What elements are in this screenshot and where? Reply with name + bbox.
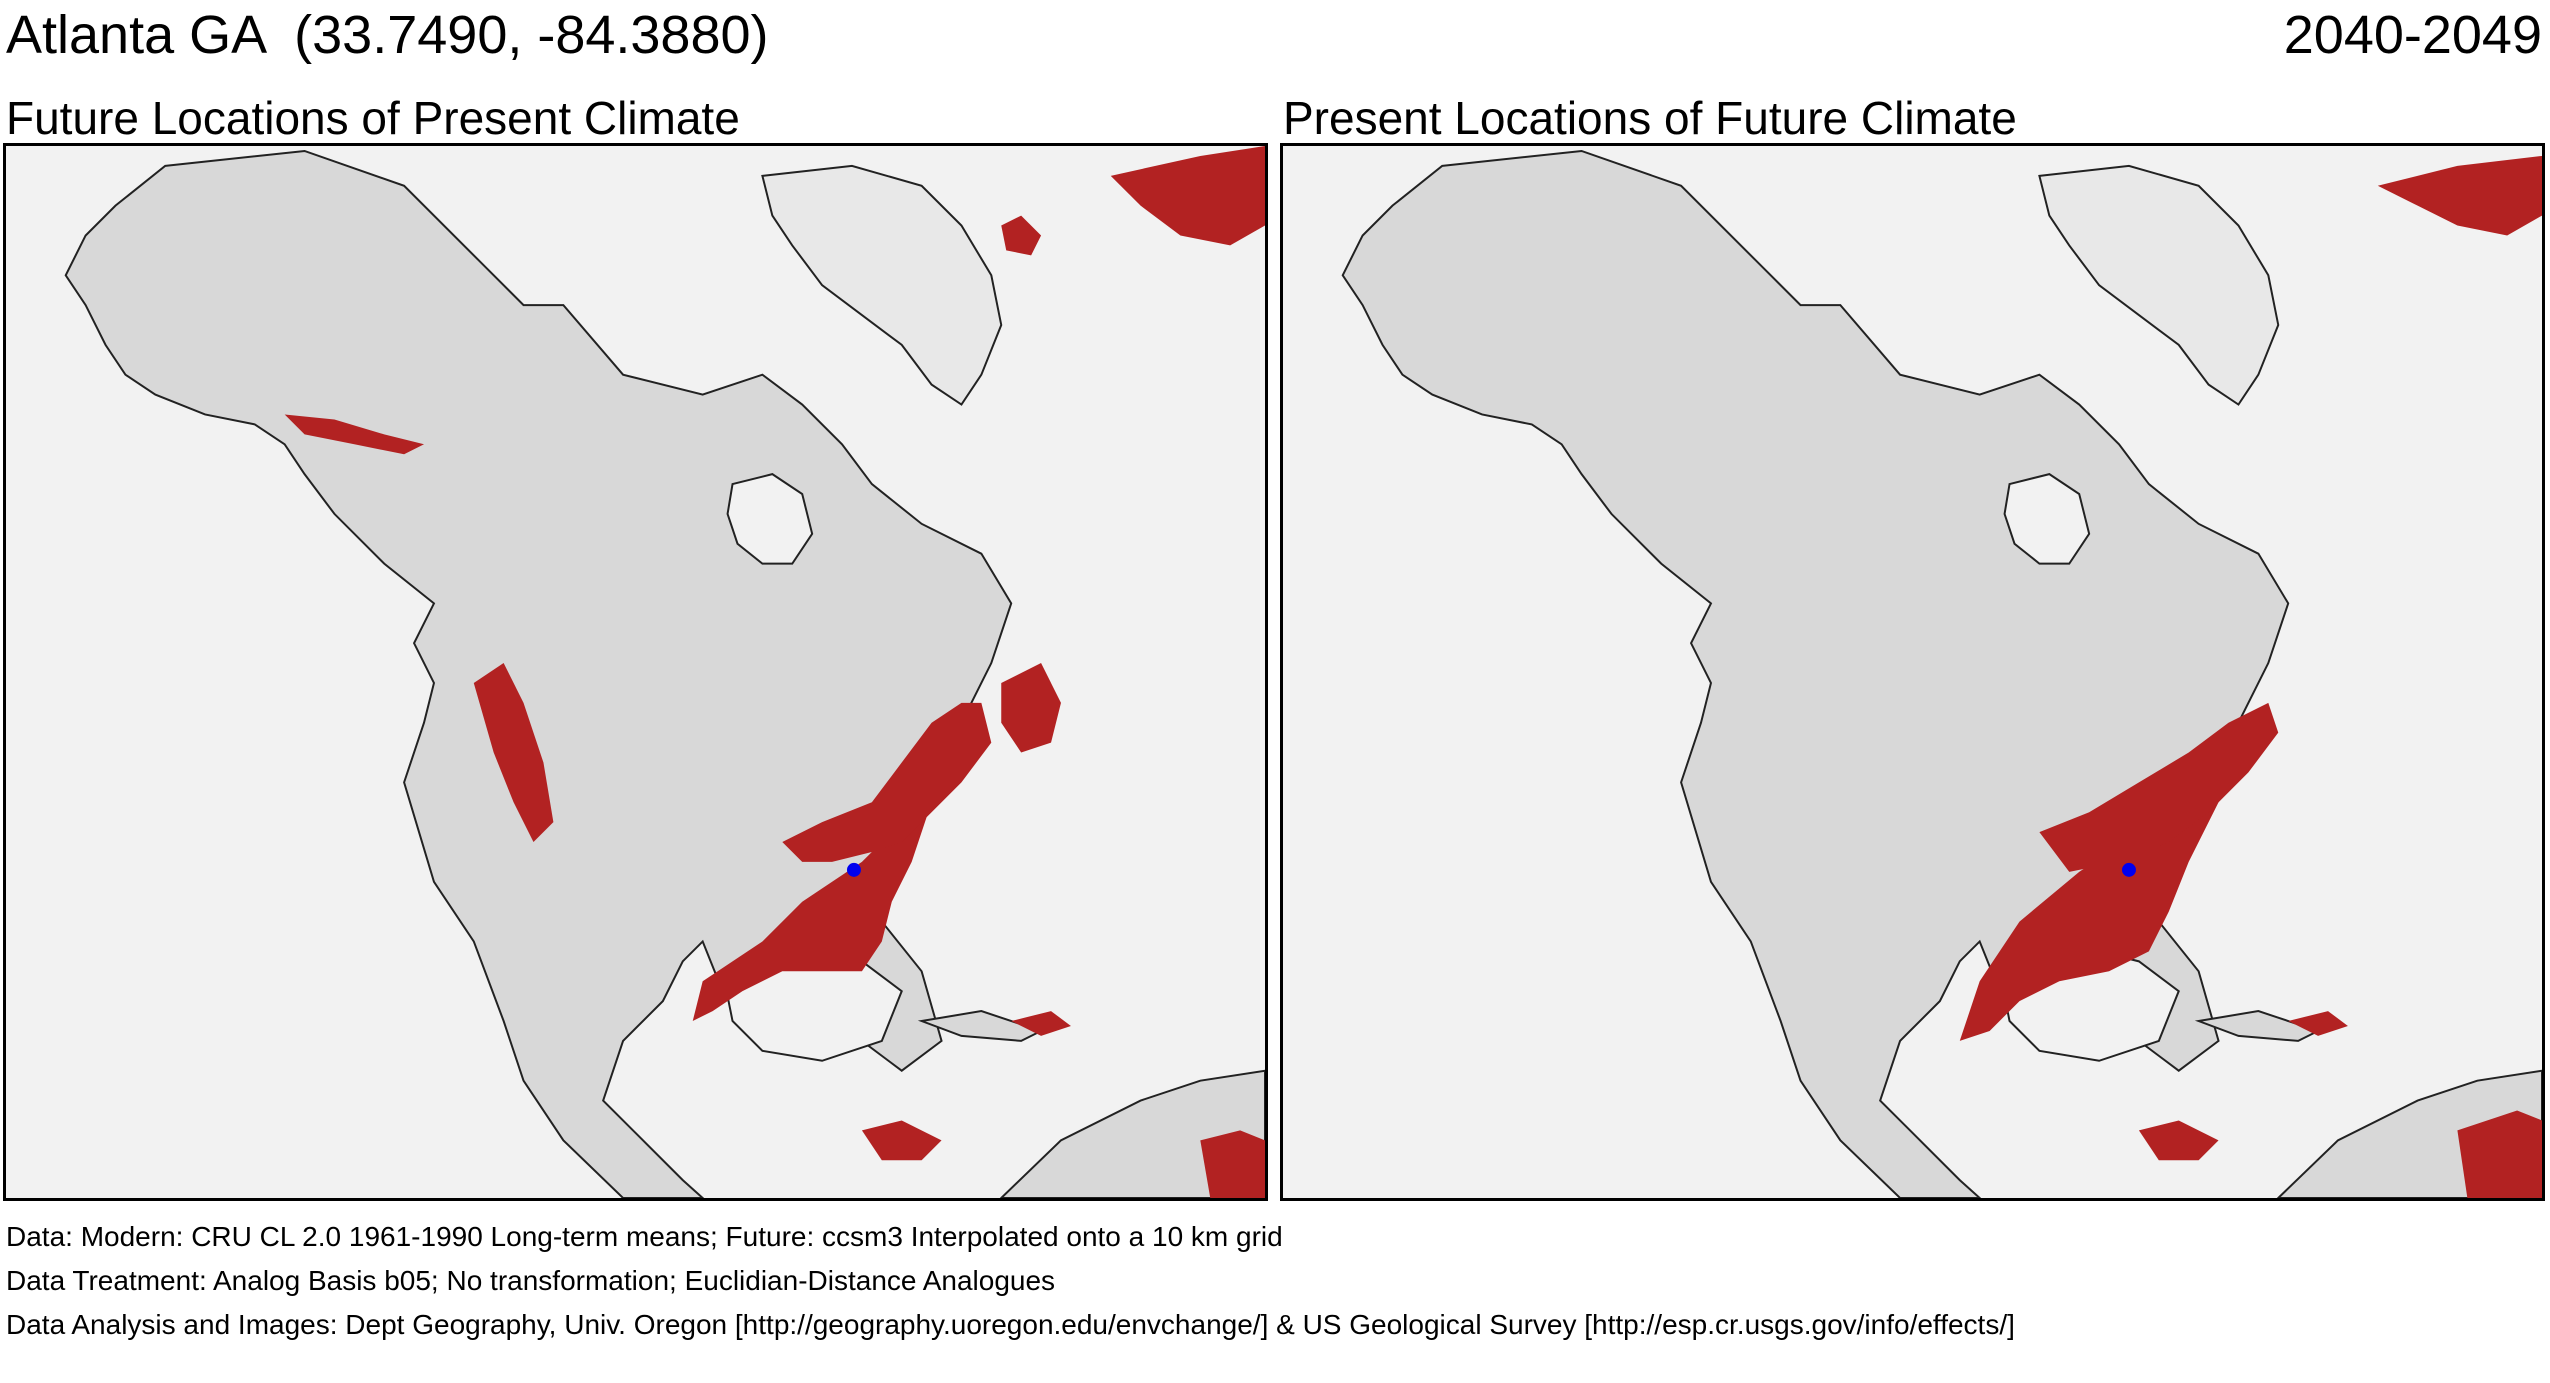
analog-central-america — [2138, 1120, 2219, 1161]
south-america — [999, 1069, 1265, 1198]
atlanta-site-marker — [2122, 862, 2136, 877]
cuba — [917, 1010, 1044, 1042]
right-panel-title: Present Locations of Future Climate — [1283, 92, 2017, 144]
map-svg-right — [1341, 149, 2542, 1198]
cuba — [2194, 1010, 2321, 1042]
left-panel-title: Future Locations of Present Climate — [6, 92, 740, 144]
hudson-bay — [726, 473, 814, 565]
analog-northeast — [2039, 702, 2279, 872]
analog-svalbard — [1001, 215, 1042, 256]
analog-arctic-ne — [1110, 146, 1265, 246]
land-layer — [1341, 149, 2542, 1198]
greenland — [2038, 164, 2280, 406]
analog-pacific-northwest — [473, 663, 554, 843]
map-svg-left — [64, 146, 1265, 1198]
land-layer — [64, 149, 1265, 1198]
greenland — [761, 164, 1003, 406]
location-title: Atlanta GA (33.7490, -84.3880) — [6, 5, 769, 65]
atlanta-site-marker — [846, 862, 861, 877]
analog-maritimes — [1001, 663, 1061, 753]
analog-south-america — [2457, 1110, 2542, 1198]
analog-arctic-ne — [2377, 155, 2542, 236]
data-source-line: Data: Modern: CRU CL 2.0 1961-1990 Long-… — [6, 1221, 1283, 1252]
present-locations-map — [1280, 143, 2545, 1201]
analog-regions — [284, 146, 1265, 1198]
hudson-bay — [2003, 473, 2091, 565]
analog-regions — [1959, 155, 2542, 1198]
data-treatment-line: Data Treatment: Analog Basis b05; No tra… — [6, 1265, 1056, 1296]
analog-central-america — [861, 1120, 942, 1161]
future-locations-map — [3, 143, 1268, 1201]
analog-south-america — [1200, 1130, 1265, 1198]
analog-alaska-coast — [284, 414, 425, 455]
analog-hispaniola — [1011, 1011, 1071, 1036]
data-analysis-line: Data Analysis and Images: Dept Geography… — [6, 1309, 2015, 1340]
analog-northeast — [782, 702, 992, 862]
analog-southeast-us — [692, 722, 942, 1022]
time-period: 2040-2049 — [2283, 5, 2542, 65]
